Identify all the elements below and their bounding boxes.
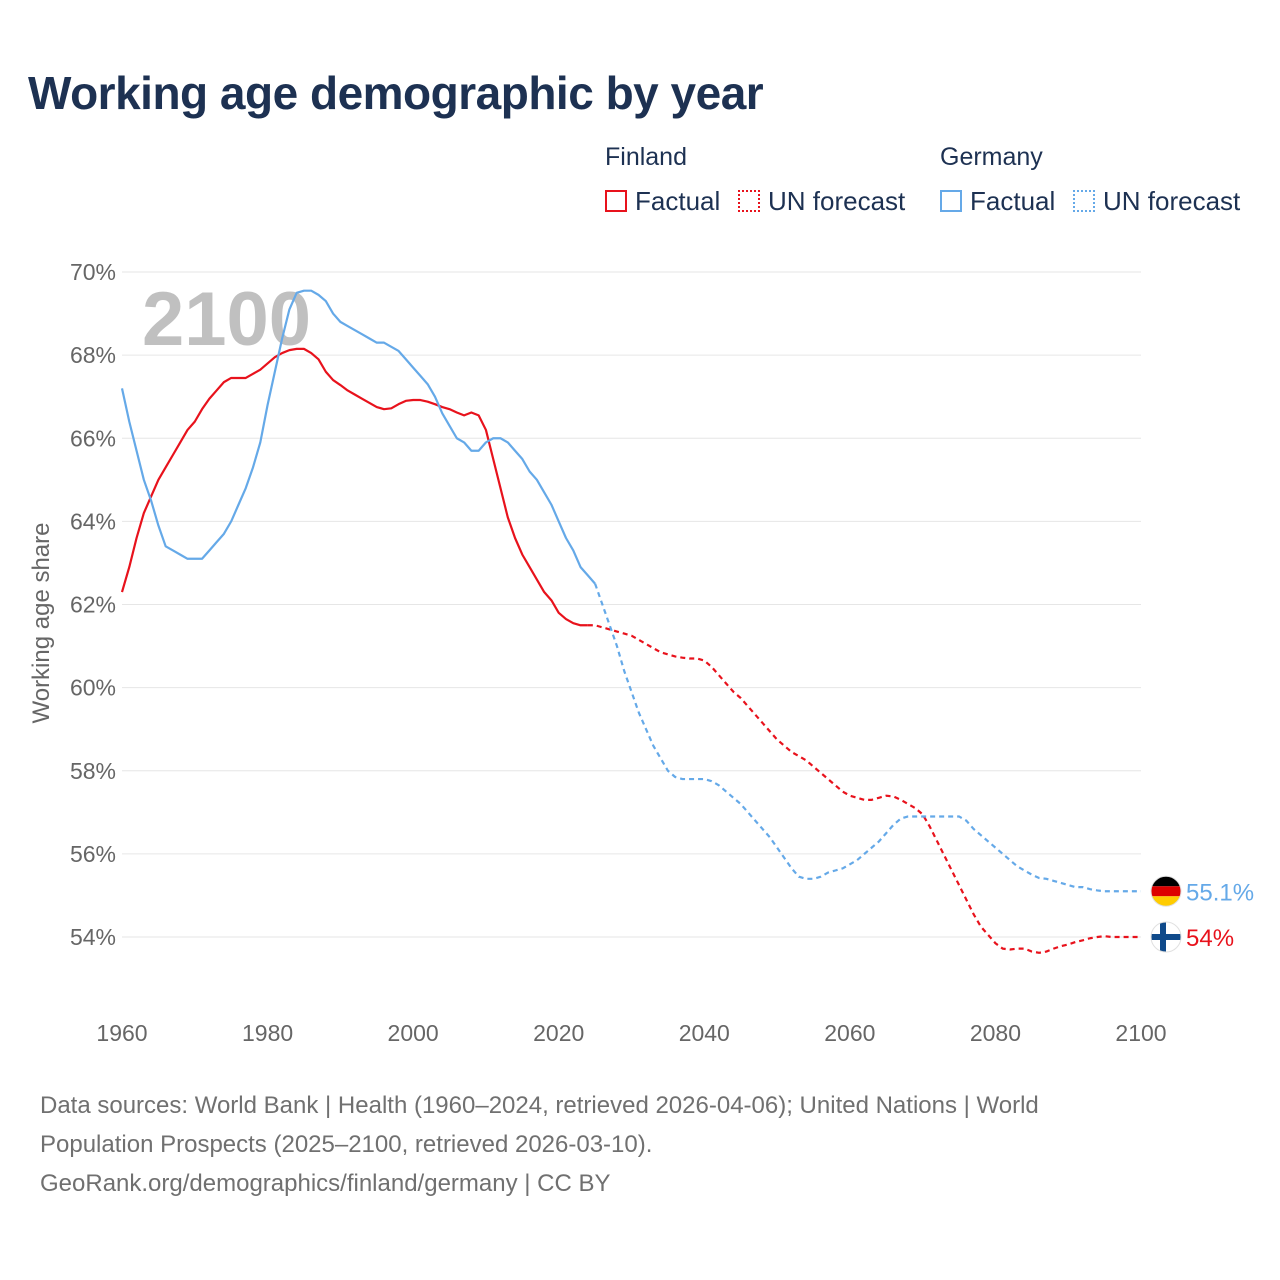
legend-group-germany: Germany xyxy=(940,143,1043,171)
legend-label-finland-forecast: UN forecast xyxy=(768,185,906,216)
legend-germany-factual[interactable]: Factual xyxy=(940,184,1055,218)
end-markers: 54% 55.1% xyxy=(1150,875,1254,953)
y-tick-label: 70% xyxy=(70,259,116,285)
legend-label-germany-forecast: UN forecast xyxy=(1103,185,1241,216)
y-tick-labels: 54% 56% 58% 60% 62% 64% 66% 68% 70% xyxy=(70,259,116,950)
line-chart: 54% 56% 58% 60% 62% 64% 66% 68% 70% 1960 1980 2000… xyxy=(70,259,1254,1046)
germany-flag-icon xyxy=(1150,875,1182,907)
x-tick-label: 1980 xyxy=(242,1020,293,1046)
legend-label-finland-factual: Factual xyxy=(635,185,721,216)
y-tick-label: 60% xyxy=(70,675,116,701)
footer-sources: Data sources: World Bank | Health (1960–… xyxy=(40,1086,1240,1203)
y-tick-label: 64% xyxy=(70,508,116,534)
y-tick-label: 62% xyxy=(70,592,116,618)
x-tick-label: 2100 xyxy=(1115,1020,1166,1046)
y-tick-label: 58% xyxy=(70,758,116,784)
x-tick-label: 2000 xyxy=(388,1020,439,1046)
x-tick-label: 1960 xyxy=(96,1020,147,1046)
x-tick-labels: 1960 1980 2000 2020 2040 2060 2080 2100 xyxy=(96,1020,1166,1046)
finland-factual-line xyxy=(120,347,588,627)
y-tick-label: 68% xyxy=(70,342,116,368)
legend-finland-factual[interactable]: Factual xyxy=(605,184,720,218)
legend-finland-forecast[interactable]: UN forecast xyxy=(738,184,905,218)
footer-line-3: GeoRank.org/demographics/finland/germany… xyxy=(40,1170,611,1197)
y-tick-label: 66% xyxy=(70,425,116,451)
x-tick-label: 2040 xyxy=(679,1020,730,1046)
x-tick-label: 2020 xyxy=(533,1020,584,1046)
x-tick-label: 2060 xyxy=(824,1020,875,1046)
finland-end-value-label: 54% xyxy=(1186,925,1234,952)
finland-forecast-line xyxy=(587,624,1141,954)
y-tick-label: 56% xyxy=(70,841,116,867)
germany-forecast-line xyxy=(594,583,1141,893)
germany-factual-line xyxy=(120,289,596,585)
gridlines xyxy=(122,271,1141,938)
legend-swatch-finland-forecast xyxy=(738,190,760,212)
series-lines xyxy=(120,289,1141,954)
germany-end-value-label: 55.1% xyxy=(1186,879,1254,906)
legend-label-germany-factual: Factual xyxy=(970,185,1056,216)
legend-swatch-germany-forecast xyxy=(1073,190,1095,212)
legend-swatch-germany-factual xyxy=(940,190,962,212)
legend-group-finland: Finland xyxy=(605,143,687,171)
y-tick-label: 54% xyxy=(70,924,116,950)
year-watermark: 2100 xyxy=(142,277,311,362)
legend-germany-forecast[interactable]: UN forecast xyxy=(1073,184,1240,218)
finland-flag-icon xyxy=(1150,921,1182,953)
x-tick-label: 2080 xyxy=(970,1020,1021,1046)
chart-title: Working age demographic by year xyxy=(28,67,764,119)
footer-line-2: Population Prospects (2025–2100, retriev… xyxy=(40,1131,653,1158)
footer-line-1: Data sources: World Bank | Health (1960–… xyxy=(40,1092,1039,1119)
legend-swatch-finland-factual xyxy=(605,190,627,212)
